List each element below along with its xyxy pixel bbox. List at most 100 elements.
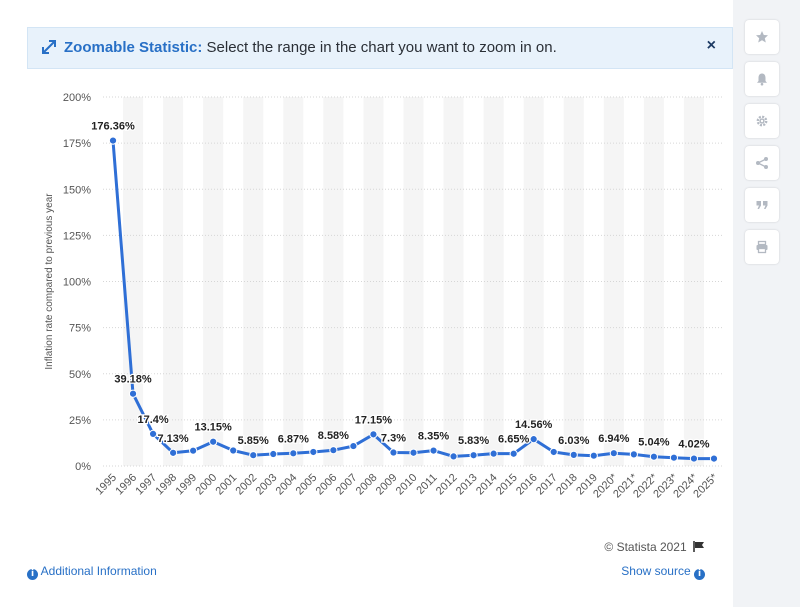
data-label: 7.3% [381, 433, 406, 445]
data-point [389, 448, 398, 457]
data-point [529, 435, 538, 444]
data-label: 5.04% [638, 437, 669, 449]
data-label: 39.18% [114, 374, 152, 386]
data-point [469, 451, 478, 460]
close-icon[interactable]: × [706, 37, 716, 54]
y-tick-label: 125% [63, 230, 91, 242]
banner-title: Zoomable Statistic: [64, 39, 203, 56]
y-tick-label: 200% [63, 92, 91, 104]
notification-button[interactable] [745, 62, 779, 96]
cite-button[interactable] [745, 188, 779, 222]
x-tick-label: 2006 [314, 472, 340, 498]
y-tick-label: 0% [75, 461, 91, 473]
x-tick-label: 2000 [194, 472, 220, 498]
y-tick-label: 75% [69, 323, 91, 335]
y-tick-label: 50% [69, 369, 91, 381]
settings-button[interactable] [745, 104, 779, 138]
data-point [329, 446, 338, 455]
data-point [549, 447, 558, 457]
data-point [369, 430, 378, 439]
data-point [629, 450, 638, 459]
line-chart[interactable]: 0% 25% 50% 75% 100% 125% 150% 175% 200% Inflation… [0, 0, 733, 540]
x-tick-label: 1995 [93, 472, 119, 498]
data-point [148, 429, 158, 438]
info-icon: i [27, 569, 38, 580]
expand-icon [42, 40, 56, 54]
x-tick-label: 1997 [133, 472, 159, 498]
data-label: 7.13% [158, 433, 189, 445]
x-tick-label: 1996 [113, 472, 139, 498]
data-point [289, 449, 298, 458]
data-point [609, 449, 618, 458]
data-point [409, 448, 418, 457]
star-icon [756, 31, 768, 43]
info-icon: i [694, 569, 705, 580]
data-point [249, 451, 258, 460]
x-tick-label: 2005 [294, 472, 320, 498]
statista-credit: © Statista 2021 [604, 540, 705, 554]
data-point [669, 453, 679, 462]
favorite-button[interactable] [745, 20, 779, 54]
zoom-banner: Zoomable Statistic: Select the range in … [27, 27, 733, 69]
data-label: 17.15% [355, 414, 393, 426]
data-label: 5.85% [238, 435, 269, 447]
data-point [309, 447, 318, 457]
data-point [269, 449, 278, 459]
data-label: 5.83% [458, 435, 489, 447]
data-point [229, 446, 238, 455]
data-point [429, 446, 438, 455]
y-tick-label: 150% [63, 184, 91, 196]
data-point [709, 454, 719, 463]
x-tick-label: 2014 [474, 472, 500, 498]
show-source-label: Show source [621, 564, 691, 578]
data-label: 8.58% [318, 430, 349, 442]
data-point [649, 452, 658, 461]
data-point [128, 389, 138, 398]
data-label: 17.4% [137, 414, 168, 426]
data-point [569, 450, 578, 459]
data-point [689, 454, 699, 463]
x-tick-label: 2003 [254, 472, 280, 498]
data-point [169, 448, 178, 457]
x-tick-label: 2025* [691, 471, 720, 500]
x-tick-label: 2002 [234, 472, 260, 498]
data-label: 6.94% [598, 433, 629, 445]
print-icon [756, 240, 768, 254]
x-tick-label: 1998 [153, 472, 179, 498]
x-tick-label: 2004 [274, 472, 300, 498]
additional-information-link[interactable]: i Additional Information [27, 564, 157, 580]
x-tick-label: 2001 [214, 472, 240, 498]
x-tick-label: 2012 [434, 472, 460, 498]
data-label: 176.36% [91, 121, 135, 133]
print-button[interactable] [745, 230, 779, 264]
share-icon [756, 157, 768, 169]
x-tick-label: 2009 [374, 472, 400, 498]
data-point [489, 449, 498, 458]
x-tick-label: 2015 [494, 472, 520, 498]
data-point [209, 437, 218, 446]
bell-icon [757, 73, 767, 86]
x-tick-label: 2016 [514, 472, 540, 498]
data-label: 8.35% [418, 431, 449, 443]
data-point [449, 452, 458, 461]
show-source-link[interactable]: Show source i [621, 564, 705, 580]
data-point [189, 446, 198, 455]
additional-information-label: Additional Information [40, 564, 157, 578]
y-axis-label: Inflation rate compared to previous year [44, 193, 55, 370]
x-tick-label: 2017 [534, 472, 560, 498]
x-tick-label: 2011 [414, 472, 439, 497]
x-tick-label: 1999 [173, 472, 199, 498]
y-tick-label: 100% [63, 277, 91, 289]
credit-text: © Statista 2021 [604, 540, 687, 554]
data-point [108, 136, 118, 145]
chart-card: Zoomable Statistic: Select the range in … [0, 0, 733, 607]
banner-text: Zoomable Statistic: Select the range in … [64, 39, 557, 56]
x-tick-label: 2007 [334, 472, 360, 498]
flag-icon[interactable] [693, 541, 705, 552]
share-button[interactable] [745, 146, 779, 180]
gear-icon [756, 115, 768, 127]
y-tick-label: 175% [63, 138, 91, 150]
y-tick-label: 25% [69, 415, 91, 427]
data-point [589, 451, 598, 460]
data-point [349, 441, 358, 451]
